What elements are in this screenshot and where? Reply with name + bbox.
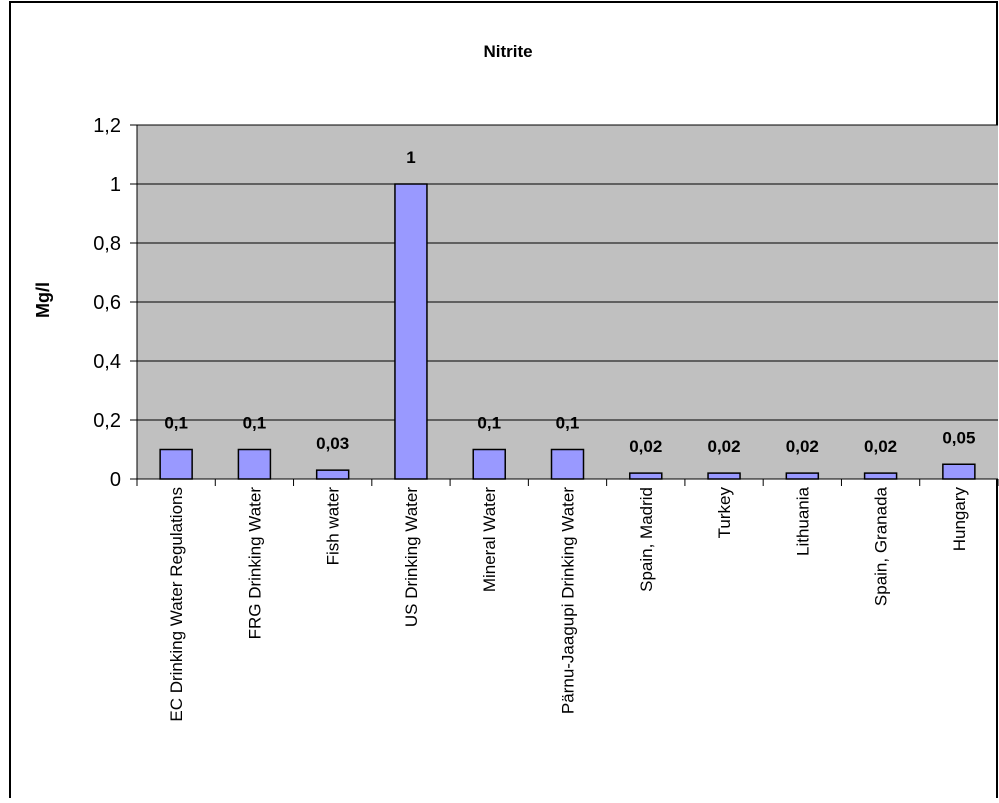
bar	[472, 448, 506, 480]
data-label: 0,1	[164, 414, 188, 433]
data-label: 1	[406, 148, 415, 167]
bar	[785, 472, 820, 480]
data-label: 0,02	[629, 437, 662, 456]
data-label: 0,05	[942, 428, 975, 447]
bar	[942, 463, 976, 480]
x-tick-label: Hungary	[950, 487, 969, 552]
bar	[394, 183, 428, 480]
y-tick-label: 0,8	[93, 233, 121, 255]
x-tick-label: Mineral Water	[480, 487, 499, 593]
x-tick-label: Fish water	[324, 487, 343, 566]
y-tick-label: 1,2	[93, 115, 121, 137]
x-tick-label: FRG Drinking Water	[245, 487, 264, 640]
data-label: 0,1	[243, 414, 267, 433]
bar	[550, 448, 585, 480]
x-tick-label: Lithuania	[793, 486, 812, 556]
y-tick-label: 0,4	[93, 351, 121, 373]
bar	[629, 472, 663, 480]
data-label: 0,1	[556, 414, 580, 433]
y-tick-label: 0	[110, 469, 121, 491]
data-label: 0,1	[477, 414, 501, 433]
data-label: 0,02	[786, 437, 819, 456]
bar	[315, 469, 350, 480]
data-label: 0,02	[864, 437, 897, 456]
bar	[237, 448, 272, 480]
y-tick-label: 1	[110, 174, 121, 196]
x-tick-label: Spain, Madrid	[637, 487, 656, 592]
x-tick-label: EC Drinking Water Regulations	[167, 487, 186, 722]
chart-title: Nitrite	[483, 42, 532, 61]
bar	[707, 472, 741, 480]
x-tick-label: Turkey	[715, 487, 734, 539]
y-tick-label: 0,6	[93, 292, 121, 314]
bar	[863, 472, 898, 480]
x-tick-label: Spain, Granada	[872, 486, 891, 606]
x-tick-label: Pärnu-Jaagupi Drinking Water	[559, 487, 578, 714]
y-tick-label: 0,2	[93, 410, 121, 432]
bar	[159, 448, 193, 480]
data-label: 0,03	[316, 434, 349, 453]
y-axis-label: Mg/l	[33, 282, 53, 318]
plot-area: 0 0,2 0,4 0,6 0,8 1 1,2 0,1 EC Drinking Water Re…	[93, 115, 999, 722]
data-label: 0,02	[707, 437, 740, 456]
x-tick-label: US Drinking Water	[402, 487, 421, 627]
